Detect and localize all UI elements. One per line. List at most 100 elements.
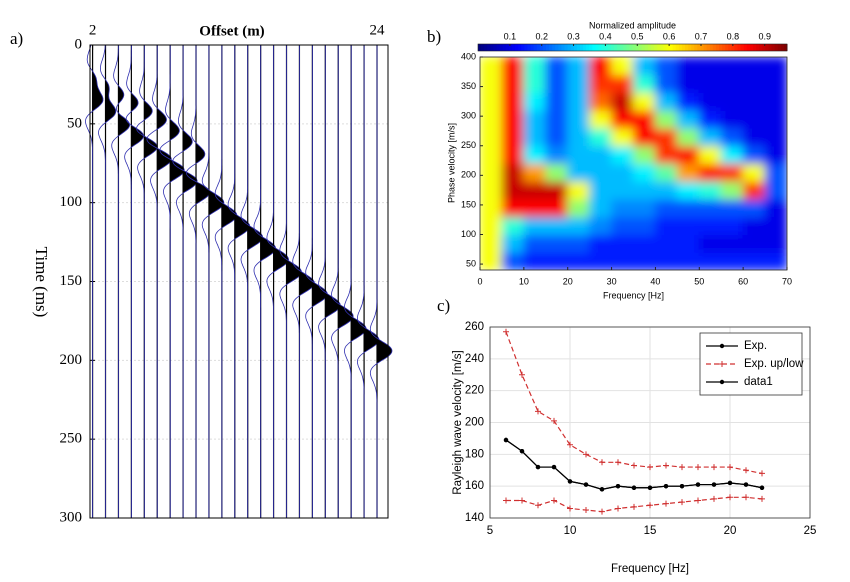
colorbar-tick-label: 0.1 [504, 31, 517, 41]
heatmap-cell [698, 163, 722, 182]
y-tick-label: 250 [461, 140, 476, 150]
point [567, 441, 573, 448]
point [759, 495, 765, 502]
colorbar-swatch [573, 44, 578, 51]
heatmap-cell [523, 234, 547, 253]
colorbar-swatch [715, 44, 720, 51]
colorbar-swatch [731, 44, 735, 51]
trace-fill [118, 45, 130, 518]
heatmap-cell [676, 198, 700, 218]
heatmap-cell [633, 74, 656, 93]
point [535, 464, 541, 470]
heatmap-cell [611, 180, 634, 200]
colorbar-swatch [626, 44, 630, 51]
point [535, 408, 541, 415]
heatmap-cell [698, 145, 722, 164]
colorbar-swatch [567, 44, 572, 51]
point [567, 505, 573, 512]
point [743, 482, 749, 487]
trace-wiggle [227, 45, 251, 518]
colorbar-swatch [576, 44, 581, 51]
heatmap-cell [567, 216, 591, 235]
trace-fill [105, 45, 116, 518]
heatmap-cell [698, 92, 722, 111]
colorbar-swatch [700, 44, 705, 51]
heatmap-cell [501, 145, 525, 164]
colorbar-swatch [780, 44, 785, 51]
colorbar-swatch [647, 44, 652, 51]
heatmap-cell [567, 163, 591, 182]
trace-wiggle [356, 45, 380, 518]
plot-frame [489, 326, 811, 519]
heatmap-cell [589, 109, 613, 129]
heatmap-cell [611, 198, 634, 218]
heatmap-cell [567, 234, 591, 253]
heatmap-cell [764, 234, 787, 253]
colorbar-swatch [641, 44, 646, 51]
heatmap-cell [567, 180, 591, 200]
heatmap-cell [501, 74, 525, 93]
trace-wiggle [172, 45, 198, 518]
point [551, 417, 557, 424]
heatmap-cell [523, 92, 547, 111]
heatmap-cell [720, 216, 744, 235]
heatmap-cell [654, 216, 678, 235]
colorbar-swatch [728, 44, 732, 51]
colorbar-swatch [660, 44, 664, 51]
colorbar-swatch [505, 44, 510, 51]
y-tick-label: 180 [465, 448, 484, 460]
colorbar-swatch [762, 44, 766, 51]
heatmap-cell [764, 92, 787, 111]
trace-fill [286, 45, 302, 518]
heatmap-cell [589, 74, 613, 93]
x-tick-label: 25 [804, 525, 817, 537]
heatmap-cell [523, 57, 547, 76]
panel-label: a) [10, 29, 23, 48]
heatmap-cells [480, 57, 787, 270]
heatmap-cell [611, 127, 634, 147]
heatmap-cell [523, 180, 547, 200]
colorbar-swatch [734, 44, 739, 51]
heatmap-cell [567, 127, 591, 147]
heatmap-cell [523, 216, 547, 235]
heatmap-cell [698, 180, 722, 200]
heatmap-cell [545, 198, 569, 218]
colorbar-swatch [484, 44, 488, 51]
heatmap-cell [720, 198, 744, 218]
heatmap-cell [523, 74, 547, 93]
colorbar-swatch [490, 44, 494, 51]
point [711, 482, 717, 487]
colorbar-swatch [613, 44, 618, 51]
colorbar-swatch [515, 44, 519, 51]
point [743, 494, 749, 501]
colorbar-swatch [508, 44, 513, 51]
heatmap-cell [764, 198, 787, 218]
heatmap-cell [742, 251, 766, 270]
trace-fill [92, 45, 103, 518]
heatmap-cell [589, 92, 613, 111]
heatmap-cell [764, 216, 787, 235]
y-tick-label: 150 [60, 273, 83, 289]
colorbar-swatch [783, 44, 788, 51]
y-tick-label: 140 [465, 512, 484, 524]
colorbar-swatch [502, 44, 507, 51]
heatmap-cell [501, 234, 525, 253]
point [695, 464, 701, 471]
colorbar-swatch [499, 44, 504, 51]
y-tick-label: 200 [60, 352, 83, 368]
colorbar-tick-label: 0.5 [631, 31, 644, 41]
trace-fill [131, 45, 144, 518]
heatmap-cell [523, 198, 547, 218]
heatmap-cell [742, 145, 766, 164]
heatmap-cell [545, 92, 569, 111]
y-tick-label: 250 [60, 431, 83, 447]
heatmap-cell [633, 109, 656, 129]
colorbar-swatch [583, 44, 587, 51]
colorbar-swatch [632, 44, 637, 51]
colorbar-swatch [524, 44, 528, 51]
colorbar-swatch [706, 44, 711, 51]
heatmap-cell [501, 251, 525, 270]
heatmap-cell [523, 251, 547, 270]
colorbar-swatch [542, 44, 547, 51]
colorbar-swatch [768, 44, 773, 51]
